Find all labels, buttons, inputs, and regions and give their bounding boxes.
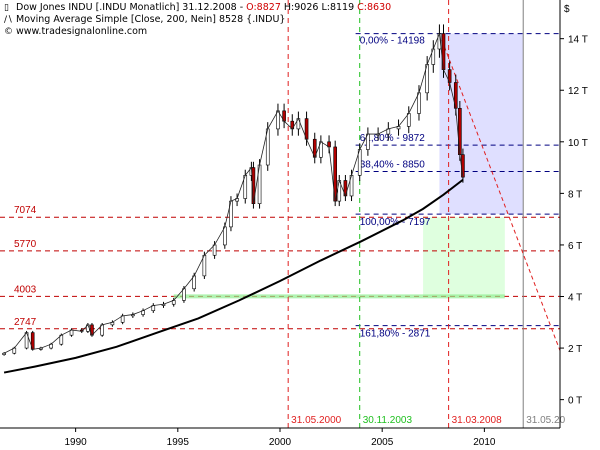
y-tick-label-6: 12 T [568, 86, 588, 97]
projection-line [438, 33, 561, 351]
x-tick-label-4: 2010 [473, 437, 496, 448]
moving-average-line [3, 178, 464, 374]
legend: ▯ Dow Jones INDU [.INDU Monatlich] 31.12.… [4, 2, 391, 38]
y-tick-label-4: 8 T [568, 189, 582, 200]
shaded-box-0 [439, 33, 524, 215]
y-tick-label-2: 4 T [568, 293, 582, 304]
level-label-2: 4003 [14, 284, 37, 295]
legend-row-price: ▯ Dow Jones INDU [.INDU Monatlich] 31.12.… [4, 2, 391, 14]
legend-row-source: © www.tradesignalonline.com [4, 26, 391, 38]
level-label-0: 7074 [14, 205, 37, 216]
projection-line [438, 33, 561, 351]
legend-source: www.tradesignalonline.com [16, 26, 148, 37]
fibonacci-levels: 0,00% - 14198 61,80% - 9872 38,40% - 8850 1… [355, 33, 560, 340]
vmarker-label-2: 31.03.2008 [452, 415, 502, 426]
candle-body-23 [223, 226, 227, 246]
y-tick-label-0: 0 T [568, 396, 582, 407]
y-tick-label-1: 2 T [568, 344, 582, 355]
candlestick-icon: ▯ [4, 3, 9, 13]
legend-ma: Moving Average Simple [Close, 200, Nein]… [16, 14, 286, 25]
level-label-1: 5770 [14, 239, 37, 250]
y-tick-label-5: 10 T [568, 138, 588, 149]
candle-body-21 [202, 254, 207, 277]
moving-average-series [3, 178, 464, 374]
y-tick-label-3: 6 T [568, 241, 582, 252]
x-tick-label-0: 1990 [64, 437, 87, 448]
y-unit-label: $ [564, 4, 570, 15]
candle-body-56 [458, 107, 462, 155]
candle-body-49 [417, 92, 421, 114]
copyright-icon: © [4, 27, 13, 37]
price-series [2, 24, 465, 356]
fib-label-1: 61,80% - 9872 [360, 133, 425, 144]
x-tick-label-2: 2000 [269, 437, 292, 448]
fib-label-0: 0,00% - 14198 [360, 36, 425, 47]
legend-high: H:9026 [283, 2, 319, 13]
legend-row-ma: ∕∖ Moving Average Simple [Close, 200, Nei… [4, 14, 391, 26]
fib-label-4: 161,80% - 2871 [360, 329, 431, 340]
vmarker-label-3: 31.05.20 [526, 415, 565, 426]
candle-body-0 [2, 352, 6, 355]
fib-label-2: 38,40% - 8850 [360, 159, 425, 170]
price-close-line [3, 33, 464, 354]
candle-body-53 [441, 33, 446, 70]
shaded-boxes [423, 33, 524, 297]
level-label-3: 2747 [14, 317, 37, 328]
legend-close: C:8630 [357, 2, 392, 13]
line-icon: ∕∖ [4, 15, 13, 25]
legend-open: O:8827 [246, 2, 281, 13]
shaded-box-1 [423, 217, 505, 297]
candle-body-57 [461, 154, 465, 178]
fib-label-3: 100,00% - 7197 [360, 217, 431, 228]
vertical-markers: 31.05.2000 30.11.2003 31.03.2008 31.05.20 [287, 0, 566, 428]
x-tick-label-3: 2005 [371, 437, 394, 448]
y-tick-label-7: 14 T [568, 35, 588, 46]
legend-title: Dow Jones INDU [.INDU Monatlich] 31.12.2… [16, 2, 247, 13]
axes: $0 T 2 T 4 T 6 T 8 T 10 T 12 T 14 T 1990 1995 2000… [0, 0, 588, 448]
x-tick-label-1: 1995 [167, 437, 190, 448]
candle-body-31 [276, 110, 280, 130]
vmarker-label-1: 30.11.2003 [363, 415, 413, 426]
vmarker-label-0: 31.05.2000 [291, 415, 341, 426]
legend-low: L:8119 [321, 2, 355, 13]
